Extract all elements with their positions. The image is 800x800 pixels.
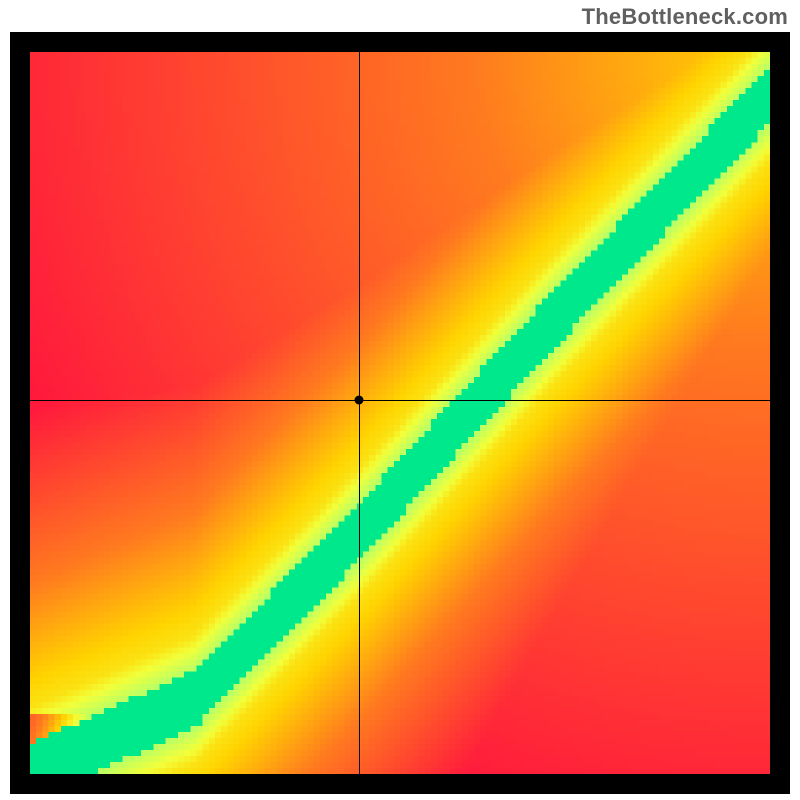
crosshair-vertical [359, 52, 360, 774]
plot-area [30, 52, 770, 774]
chart-frame [10, 32, 790, 794]
crosshair-horizontal [30, 400, 770, 401]
crosshair-marker-dot [355, 396, 364, 405]
watermark-text: TheBottleneck.com [582, 4, 788, 30]
heatmap-canvas [30, 52, 770, 774]
